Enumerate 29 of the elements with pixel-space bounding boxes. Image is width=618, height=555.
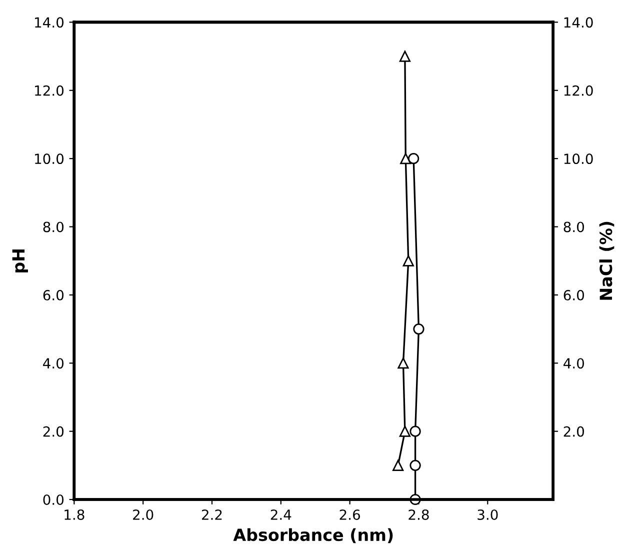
y2-tick-label: 4.0 xyxy=(564,358,584,369)
y-tick-label: 2.0 xyxy=(43,426,64,437)
x-axis-title: Absorbance (nm) xyxy=(233,528,393,544)
y-tick-label: 0.0 xyxy=(43,494,64,505)
y-tick-label: 14.0 xyxy=(35,17,64,28)
y-tick-label: 10.0 xyxy=(35,154,64,164)
x-tick-label: 1.8 xyxy=(64,509,84,520)
y-tick-label: 4.0 xyxy=(43,358,64,369)
point xyxy=(410,426,421,437)
x-tick-label: 3.0 xyxy=(478,509,498,520)
x-tick-label: 2.6 xyxy=(340,509,360,520)
y2-tick-label: 10.0 xyxy=(564,154,593,164)
x-tick-label: 2.8 xyxy=(408,509,429,520)
x-tick-label: 2.0 xyxy=(133,509,154,520)
y2-tick-label: 14.0 xyxy=(564,17,593,28)
x-tick-label: 2.4 xyxy=(270,509,292,520)
y-axis-title: pH xyxy=(12,249,28,272)
y2-tick-label: 12.0 xyxy=(564,85,593,96)
point xyxy=(408,153,420,164)
y-tick-label: 6.0 xyxy=(43,290,64,300)
point xyxy=(410,460,421,471)
point xyxy=(413,323,424,335)
y2-tick-label: 6.0 xyxy=(564,290,584,300)
y-tick-label: 12.0 xyxy=(35,85,64,96)
y2-tick-label: 2.0 xyxy=(564,426,584,437)
y2-tick-label: 8.0 xyxy=(564,222,584,232)
x-tick-label: 2.2 xyxy=(202,509,222,520)
y-tick-label: 8.0 xyxy=(43,222,64,232)
y2-axis-title: NaCl (%) xyxy=(599,222,614,300)
